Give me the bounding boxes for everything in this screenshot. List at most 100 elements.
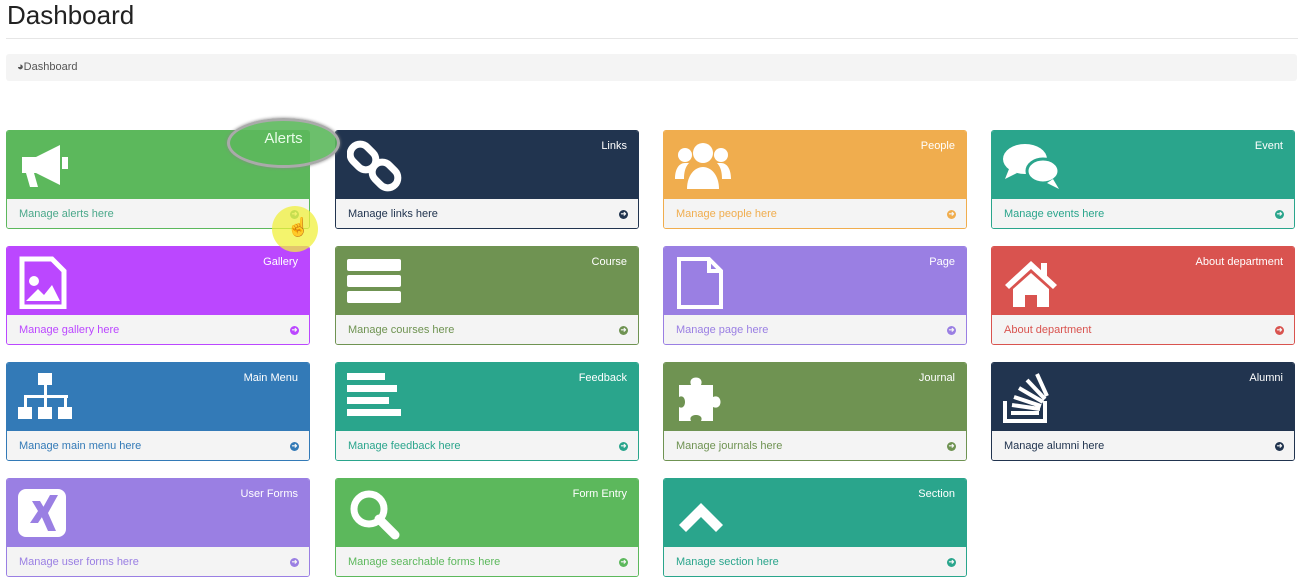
card-footer-link[interactable]: Manage searchable forms here ➜ [336, 547, 638, 576]
card-title: About department [1195, 256, 1283, 268]
card-title: User Forms [240, 488, 298, 500]
card-header: Links [336, 131, 638, 199]
card-title: Gallery [263, 256, 298, 268]
card-link-label[interactable]: Manage page here [676, 324, 769, 336]
arrow-circle-right-icon[interactable]: ➜ [619, 442, 628, 451]
card-header: User Forms [7, 479, 309, 547]
dashboard-icon: ◕ [17, 61, 24, 73]
card-title: Section [918, 488, 955, 500]
card-link-label[interactable]: Manage feedback here [348, 440, 461, 452]
dashboard-card[interactable]: Alumni Manage alumni here ➜ [991, 362, 1295, 461]
card-link-label[interactable]: Manage main menu here [19, 440, 142, 452]
search-icon [350, 490, 400, 540]
dashboard-card[interactable]: Section Manage section here ➜ [663, 478, 967, 577]
card-title: Feedback [578, 372, 627, 384]
arrow-circle-right-icon[interactable]: ➜ [947, 558, 956, 567]
card-footer-link[interactable]: Manage feedback here ➜ [336, 431, 638, 460]
stack-overflow-icon [1003, 373, 1049, 423]
card-header: Main Menu [7, 363, 309, 431]
card-title: People [920, 140, 955, 152]
xing-icon [18, 489, 66, 537]
home-icon [1005, 261, 1057, 307]
dashboard-card[interactable]: Form Entry Manage searchable forms here … [335, 478, 639, 577]
alerts-highlight-label: Alerts [227, 118, 340, 168]
dashboard-card[interactable]: Feedback Manage feedback here ➜ [335, 362, 639, 461]
card-link-label[interactable]: Manage user forms here [19, 556, 139, 568]
align-left-icon [347, 373, 401, 416]
card-header: About department [992, 247, 1294, 315]
card-title: Main Menu [243, 372, 298, 384]
card-footer-link[interactable]: About department ➜ [992, 315, 1294, 344]
card-footer-link[interactable]: Manage alumni here ➜ [992, 431, 1294, 460]
card-footer-link[interactable]: Manage events here ➜ [992, 199, 1294, 228]
card-link-label[interactable]: Manage section here [676, 556, 779, 568]
arrow-circle-right-icon[interactable]: ➜ [290, 326, 299, 335]
arrow-circle-right-icon[interactable]: ➜ [619, 326, 628, 335]
dashboard-card[interactable]: Event Manage events here ➜ [991, 130, 1295, 229]
card-link-label[interactable]: About department [1004, 324, 1092, 336]
dashboard-card[interactable]: Page Manage page here ➜ [663, 246, 967, 345]
dashboard-card[interactable]: Gallery Manage gallery here ➜ [6, 246, 310, 345]
dashboard-card[interactable]: Main Menu Manage main menu here ➜ [6, 362, 310, 461]
card-footer-link[interactable]: Manage courses here ➜ [336, 315, 638, 344]
card-link-label[interactable]: Manage links here [348, 208, 438, 220]
arrow-circle-right-icon[interactable]: ➜ [947, 442, 956, 451]
card-header: Course [336, 247, 638, 315]
card-footer-link[interactable]: Manage main menu here ➜ [7, 431, 309, 460]
card-link-label[interactable]: Manage searchable forms here [348, 556, 501, 568]
card-footer-link[interactable]: Manage page here ➜ [664, 315, 966, 344]
hand-cursor-icon: ☝ [287, 217, 310, 237]
dashboard-card[interactable]: About department About department ➜ [991, 246, 1295, 345]
card-header: Event [992, 131, 1294, 199]
arrow-circle-right-icon[interactable]: ➜ [619, 558, 628, 567]
arrow-circle-right-icon[interactable]: ➜ [1275, 210, 1284, 219]
users-icon [675, 143, 731, 189]
card-link-label[interactable]: Manage gallery here [19, 324, 120, 336]
card-header: Page [664, 247, 966, 315]
card-link-label[interactable]: Manage events here [1004, 208, 1105, 220]
arrow-circle-right-icon[interactable]: ➜ [619, 210, 628, 219]
chevron-up-icon [679, 503, 723, 532]
card-link-label[interactable]: Manage people here [676, 208, 777, 220]
arrow-circle-right-icon[interactable]: ➜ [1275, 442, 1284, 451]
card-footer-link[interactable]: Manage alerts here ➜ [7, 199, 309, 228]
server-icon [347, 259, 401, 303]
arrow-circle-right-icon[interactable]: ➜ [947, 326, 956, 335]
card-footer-link[interactable]: Manage gallery here ➜ [7, 315, 309, 344]
dashboard-card[interactable]: Journal Manage journals here ➜ [663, 362, 967, 461]
dashboard-card[interactable]: Links Manage links here ➜ [335, 130, 639, 229]
arrow-circle-right-icon[interactable]: ➜ [290, 442, 299, 451]
card-title: Journal [918, 372, 955, 384]
arrow-circle-right-icon[interactable]: ➜ [947, 210, 956, 219]
page-title: Dashboard [7, 0, 135, 30]
image-file-icon [19, 256, 67, 309]
card-footer-link[interactable]: Manage journals here ➜ [664, 431, 966, 460]
cursor-highlight [272, 206, 318, 252]
dashboard-card[interactable]: Course Manage courses here ➜ [335, 246, 639, 345]
divider [6, 38, 1298, 39]
card-title: Alumni [1249, 372, 1283, 384]
card-title: Page [929, 256, 955, 268]
arrow-circle-right-icon[interactable]: ➜ [290, 558, 299, 567]
card-header: Section [664, 479, 966, 547]
card-link-label[interactable]: Manage alerts here [19, 208, 114, 220]
card-link-label[interactable]: Manage alumni here [1004, 440, 1105, 452]
card-footer-link[interactable]: Manage user forms here ➜ [7, 547, 309, 576]
breadcrumb-item[interactable]: Dashboard [23, 61, 78, 73]
comments-icon [1003, 144, 1059, 189]
puzzle-icon [679, 377, 721, 421]
card-footer-link[interactable]: Manage links here ➜ [336, 199, 638, 228]
card-footer-link[interactable]: Manage section here ➜ [664, 547, 966, 576]
card-link-label[interactable]: Manage courses here [348, 324, 455, 336]
dashboard-card[interactable]: People Manage people here ➜ [663, 130, 967, 229]
card-title: Links [601, 140, 627, 152]
arrow-circle-right-icon[interactable]: ➜ [1275, 326, 1284, 335]
bullhorn-icon [22, 145, 68, 187]
card-header: People [664, 131, 966, 199]
card-header: Alumni [992, 363, 1294, 431]
card-title: Event [1254, 140, 1283, 152]
card-footer-link[interactable]: Manage people here ➜ [664, 199, 966, 228]
card-link-label[interactable]: Manage journals here [676, 440, 783, 452]
dashboard-card[interactable]: User Forms Manage user forms here ➜ [6, 478, 310, 577]
card-header: Journal [664, 363, 966, 431]
